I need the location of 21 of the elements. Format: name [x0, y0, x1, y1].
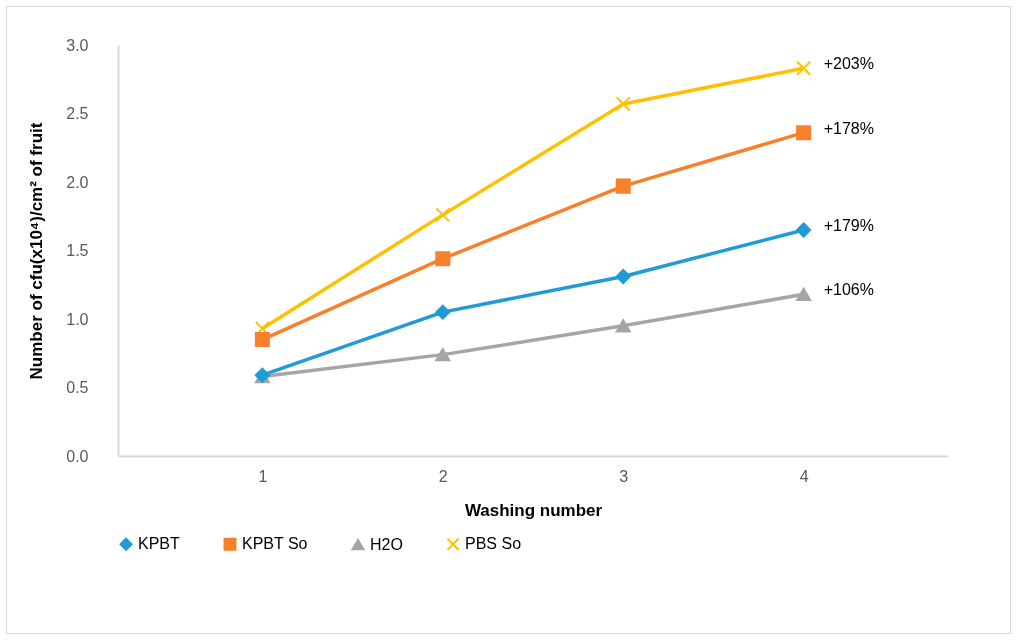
x-tick-label: 2 [438, 467, 448, 485]
legend-label: KPBT So [242, 535, 308, 553]
annotation: +178% [823, 119, 874, 137]
y-tick-label: 3.0 [66, 36, 89, 54]
y-tick-label: 2.0 [66, 173, 89, 191]
y-tick-label: 2.5 [66, 105, 89, 122]
x-tick-label: 1 [258, 467, 268, 485]
legend-label: PBS So [465, 535, 522, 553]
y-tick-label: 0.5 [66, 379, 89, 396]
legend-label: H2O [370, 535, 403, 553]
legend-label: KPBT [138, 535, 181, 553]
y-axis-title: Number of cfu(x10⁴)/cm² of fruit [27, 122, 47, 380]
y-tick-label: 1.5 [66, 242, 89, 259]
x-tick-label: 3 [619, 467, 629, 485]
x-tick-label: 4 [799, 467, 809, 485]
y-tick-label: 1.0 [66, 310, 89, 328]
x-axis-title: Washing number [464, 500, 603, 520]
y-tick-label: 0.0 [66, 447, 89, 465]
annotation: +106% [823, 281, 874, 299]
annotation: +179% [823, 216, 874, 234]
annotation: +203% [823, 55, 874, 73]
